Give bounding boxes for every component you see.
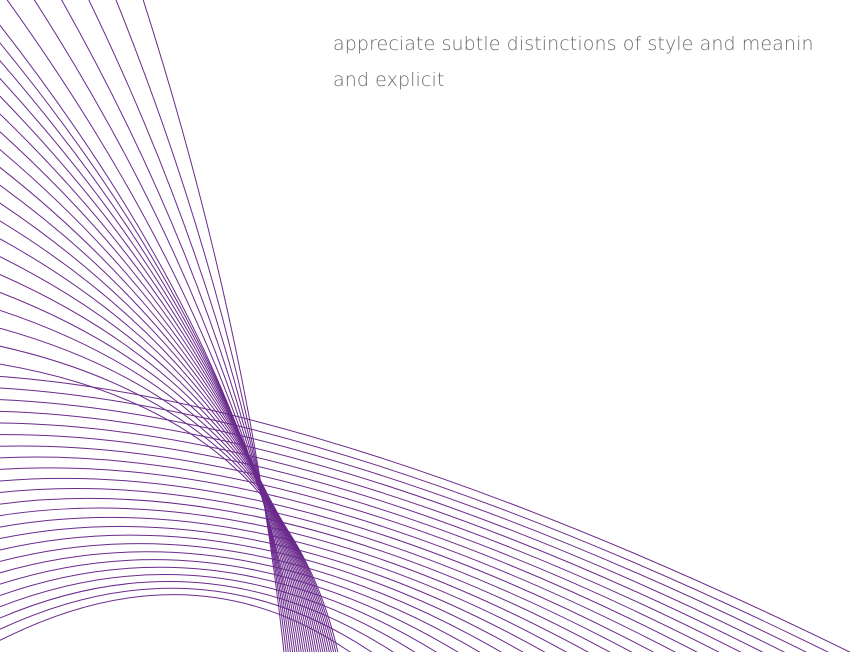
- curve: [0, 256, 326, 652]
- curve: [0, 363, 339, 652]
- curve: [0, 534, 524, 652]
- curve: [0, 566, 437, 652]
- curve: [0, 95, 306, 652]
- curve: [0, 516, 568, 652]
- curve: [0, 488, 633, 652]
- curve: [0, 477, 655, 652]
- curve: [0, 184, 317, 652]
- curve: [0, 274, 328, 652]
- curve: [0, 551, 481, 652]
- curve: [0, 220, 322, 652]
- curve: [0, 24, 298, 652]
- curve: [0, 60, 302, 652]
- curve: [0, 399, 807, 652]
- curve: [0, 456, 698, 652]
- curve: [0, 291, 330, 652]
- curve: [0, 497, 611, 652]
- curve: [0, 587, 373, 652]
- curve: [115, 0, 287, 652]
- curve: [0, 77, 304, 652]
- curve: [0, 507, 589, 652]
- curve: [0, 238, 324, 652]
- curve: [0, 327, 334, 652]
- curve: [0, 526, 546, 652]
- curve: [0, 166, 315, 652]
- curve: [0, 467, 676, 652]
- curve: [88, 0, 289, 652]
- text-line: appreciate subtle distinctions of style …: [333, 33, 814, 55]
- curve: [0, 559, 459, 652]
- curve: [0, 375, 851, 652]
- curve: [0, 42, 300, 652]
- text-line: and explicit: [333, 69, 445, 91]
- curve: [0, 410, 786, 652]
- text-block: appreciate subtle distinctions of style …: [333, 26, 854, 98]
- curve: [0, 345, 337, 652]
- curve: [0, 445, 720, 652]
- curve: [61, 0, 291, 652]
- curve: [0, 581, 394, 652]
- curve: [0, 113, 309, 652]
- curve: [0, 202, 319, 652]
- curve: [0, 594, 351, 652]
- curve: [0, 387, 829, 652]
- curve: [6, 0, 296, 652]
- curve: [0, 574, 416, 652]
- curve: [0, 543, 502, 652]
- curve: [0, 422, 764, 652]
- curve: [0, 434, 742, 652]
- curve: [142, 0, 285, 652]
- curve: [33, 0, 294, 652]
